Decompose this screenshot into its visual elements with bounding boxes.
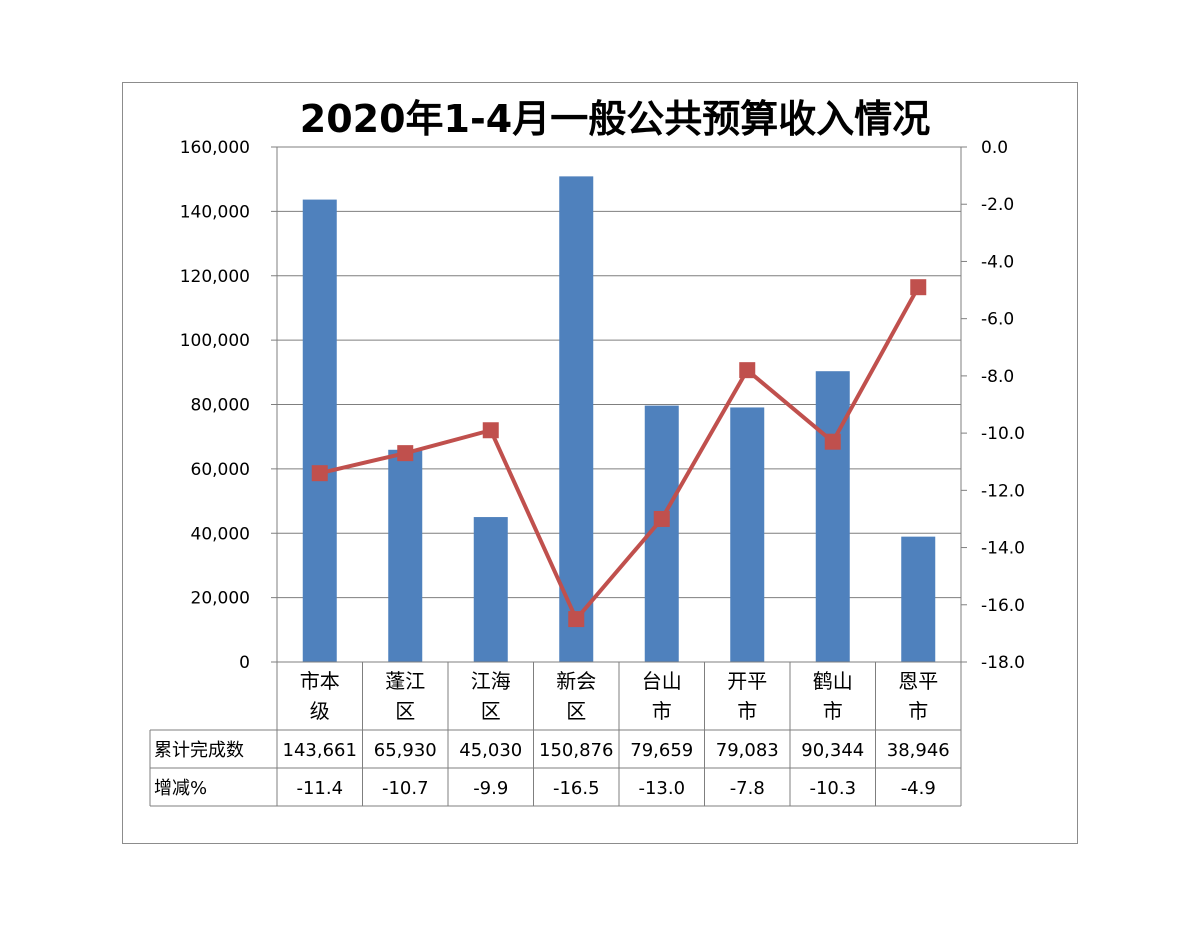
category-label: 市 [652,699,672,723]
bar [901,536,936,662]
y-left-tick-label: 0 [239,653,250,673]
table-cell: -4.9 [901,778,936,799]
y-right-tick-label: -8.0 [981,367,1014,387]
category-label: 鹤山 [813,669,853,693]
category-label: 台山 [642,669,682,693]
y-left-tick-label: 100,000 [180,331,250,351]
line-marker [824,433,841,450]
table-cell: -10.7 [382,778,429,799]
table-row-header: 增减% [154,778,207,799]
y-right-tick-label: -12.0 [981,481,1025,501]
y-left-tick-label: 40,000 [191,524,250,544]
category-label: 区 [566,699,586,723]
table-cell: 90,344 [801,740,864,761]
line-marker [653,510,670,527]
bar [473,517,508,662]
category-label: 区 [481,699,501,723]
category-label: 级 [310,699,330,723]
table-cell: -16.5 [553,778,600,799]
category-label: 蓬江 [385,669,425,693]
y-right-tick-label: -2.0 [981,195,1014,215]
table-cell: 143,661 [283,740,357,761]
y-right-tick-label: -16.0 [981,596,1025,616]
y-right-tick-label: -18.0 [981,653,1025,673]
line-marker [482,422,499,439]
y-left-tick-label: 80,000 [191,396,250,416]
line-marker [311,465,328,482]
category-label: 市 [823,699,843,723]
table-cell: 65,930 [374,740,437,761]
table-cell: 79,659 [630,740,693,761]
y-right-tick-label: -4.0 [981,252,1014,272]
category-label: 区 [395,699,415,723]
y-right-tick-label: 0.0 [981,138,1008,158]
category-label: 开平 [727,669,767,693]
table-cell: 150,876 [539,740,613,761]
series-line [319,286,920,622]
category-label: 江海 [471,669,511,693]
table-cell: -10.3 [809,778,856,799]
bar [730,407,765,662]
chart-frame [122,82,1078,844]
table-row-header: 累计完成数 [154,740,244,761]
table-cell: -11.4 [296,778,343,799]
y-right-tick-label: -14.0 [981,539,1025,559]
line-marker [568,611,585,628]
y-left-tick-label: 60,000 [191,460,250,480]
y-left-tick-label: 120,000 [180,267,250,287]
category-label: 市 [908,699,928,723]
category-label: 市 [737,699,757,723]
table-cell: -9.9 [473,778,508,799]
table-cell: -13.0 [638,778,685,799]
table-cell: 79,083 [716,740,779,761]
chart-title: 2020年1-4月一般公共预算收入情况 [299,97,931,141]
table-cell: -7.8 [730,778,765,799]
y-right-tick-label: -6.0 [981,310,1014,330]
y-left-tick-label: 160,000 [180,138,250,158]
category-label: 新会 [556,669,596,693]
line-marker [910,279,927,296]
bar [302,199,337,662]
y-left-tick-label: 20,000 [191,589,250,609]
table-cell: 38,946 [887,740,950,761]
category-label: 恩平 [898,669,938,693]
bar [815,371,850,662]
bar [559,176,594,663]
table-cell: 45,030 [459,740,522,761]
line-marker [739,362,756,379]
y-right-tick-label: -10.0 [981,424,1025,444]
category-label: 市本 [300,669,340,693]
line-marker [397,445,414,462]
y-left-tick-label: 140,000 [180,202,250,222]
bar [388,449,423,662]
